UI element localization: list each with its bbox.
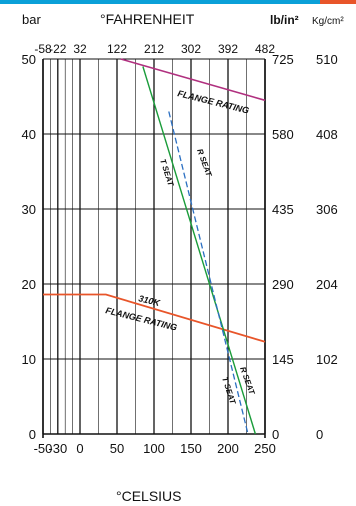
x-tick-label-fahrenheit: 212 [144,42,164,56]
bottom-unit-label: °CELSIUS [116,488,182,504]
y-tick-label-bar: 50 [22,52,36,67]
x-tick-label-celsius: 50 [110,441,124,456]
y-tick-label-bar: 40 [22,127,36,142]
y-tick-label-bar: 10 [22,352,36,367]
top-unit-label: °FAHRENHEIT [100,11,195,27]
flange-rating-bottom-line [43,293,266,343]
x-tick-label-fahrenheit: 482 [255,42,275,56]
t-seat-lower-label: T SEAT [220,376,238,406]
x-tick-label-fahrenheit: -58 [34,42,52,56]
y-tick-label-kgcm2: 102 [316,352,338,367]
grid [42,58,266,438]
x-tick-label-celsius: 150 [180,441,202,456]
x-tick-label-celsius: 100 [143,441,165,456]
r-seat-upper-label: R SEAT [195,148,214,179]
y-tick-label-psi: 145 [272,352,294,367]
top-color-strip [0,0,320,4]
class-310k-label: 310K [138,293,163,308]
y-tick-label-kgcm2: 510 [316,52,338,67]
x-tick-label-celsius: 250 [254,441,276,456]
y-tick-label-kgcm2: 408 [316,127,338,142]
x-tick-label-fahrenheit: 302 [181,42,201,56]
x-tick-label-celsius: 0 [76,441,83,456]
right-outer-unit-label: Kg/cm² [312,16,344,27]
y-tick-label-bar: 20 [22,277,36,292]
x-tick-label-celsius: -50 [34,441,53,456]
y-tick-label-psi: 0 [272,427,279,442]
t-seat-line [142,66,257,435]
y-tick-label-bar: 0 [29,427,36,442]
y-tick-label-psi: 580 [272,127,294,142]
x-tick-label-celsius: 200 [217,441,239,456]
flange-rating-bottom-label: FLANGE RATING [105,305,179,332]
left-unit-label: bar [22,12,41,27]
y-tick-label-kgcm2: 306 [316,202,338,217]
top-color-strip-accent [320,0,356,4]
r-seat-line [168,111,249,435]
tick-labels: -50-30 0 50 100 150 200 250-58-22 32 122 212 302 39… [22,42,338,456]
y-tick-label-kgcm2: 204 [316,277,338,292]
x-tick-label-fahrenheit: 392 [218,42,238,56]
y-tick-label-psi: 435 [272,202,294,217]
x-tick-label-fahrenheit: 32 [73,42,87,56]
y-tick-label-bar: 30 [22,202,36,217]
x-tick-label-celsius: -30 [48,441,67,456]
flange-rating-top-line [120,58,266,102]
x-tick-label-fahrenheit: 122 [107,42,127,56]
series-lines [43,58,266,435]
y-tick-label-psi: 725 [272,52,294,67]
r-seat-lower-label: R SEAT [238,366,257,397]
y-tick-label-kgcm2: 0 [316,427,323,442]
x-tick-label-fahrenheit: -22 [49,42,67,56]
right-inner-unit-label: lb/in² [270,13,299,27]
y-tick-label-psi: 290 [272,277,294,292]
